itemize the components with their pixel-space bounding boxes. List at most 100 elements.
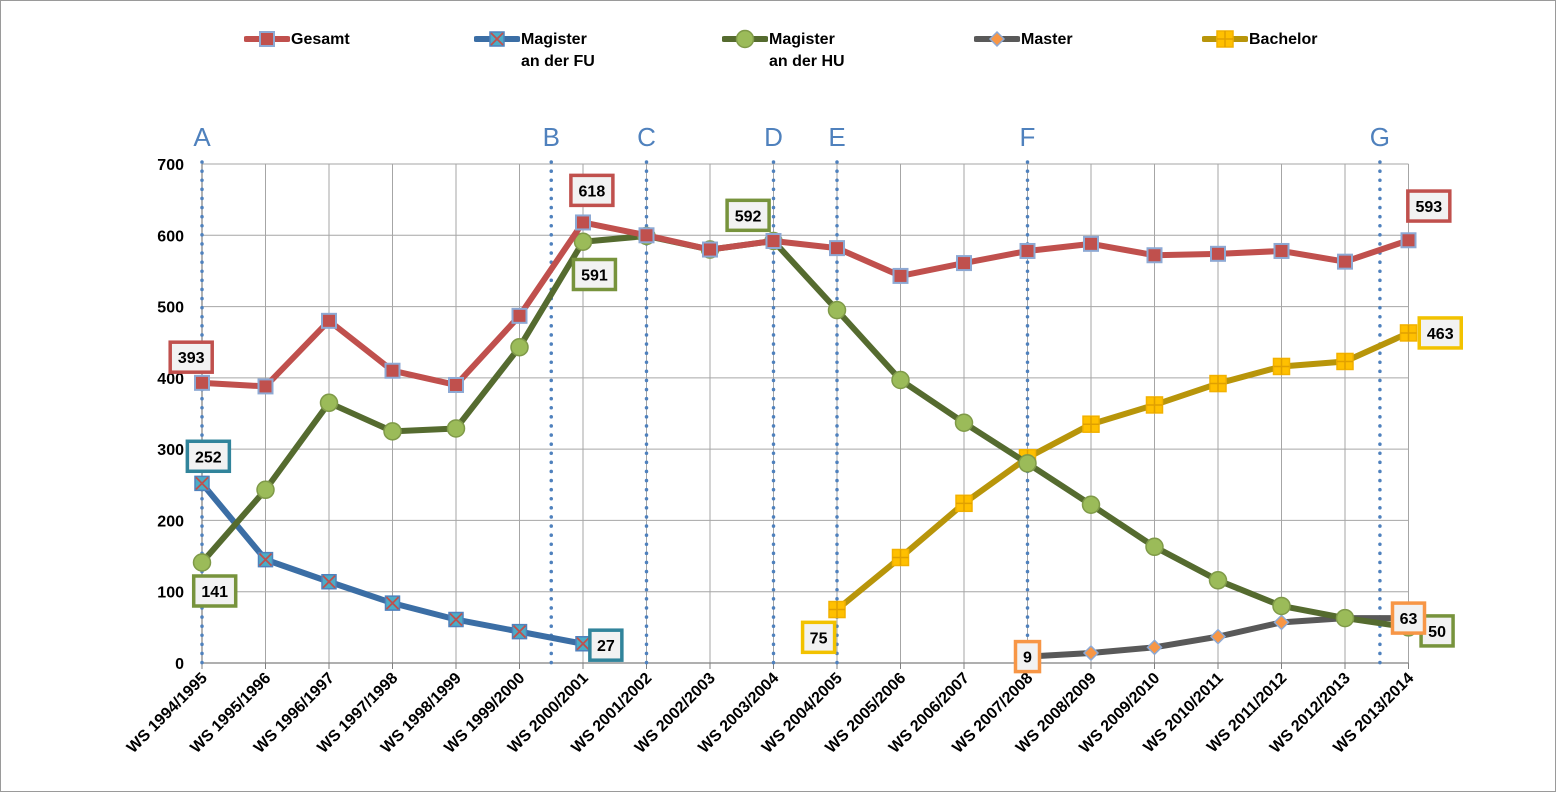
data-point-gesamt: [1019, 242, 1036, 259]
y-tick-label: 100: [157, 585, 184, 602]
data-point-gesamt: [1210, 245, 1226, 262]
svg-text:463: 463: [1427, 326, 1454, 343]
data-point-hu: [510, 337, 529, 357]
y-tick-label: 400: [157, 371, 184, 388]
legend-swatch-master: [974, 30, 1020, 48]
data-point-hu: [827, 300, 847, 320]
series-fu: [194, 475, 591, 652]
data-label-hu: 141: [191, 574, 238, 608]
data-point-gesamt: [1273, 242, 1290, 259]
svg-text:252: 252: [195, 449, 222, 466]
series-line-bachelor: [834, 329, 1412, 613]
data-point-bachelor: [1272, 357, 1291, 376]
legend-item-magister-hu: Magister an der HU: [722, 28, 902, 78]
data-point-hu: [1145, 537, 1164, 557]
y-tick-label: 700: [157, 157, 184, 174]
legend-swatch-bachelor: [1202, 30, 1248, 48]
data-point-bachelor: [1145, 396, 1164, 414]
data-point-gesamt: [1337, 253, 1353, 270]
data-point-bachelor: [1399, 324, 1418, 342]
series-line-hu: [199, 232, 1412, 631]
legend-marker-gesamt: [259, 31, 275, 47]
svg-text:618: 618: [579, 183, 606, 200]
series-hu: [192, 226, 1418, 637]
data-label-master: 63: [1390, 601, 1427, 635]
data-point-hu: [1081, 495, 1101, 514]
legend-marker-hu: [735, 29, 755, 49]
phase-label-a: A: [193, 122, 211, 152]
series-line-gesamt: [199, 219, 1412, 390]
data-label-bachelor: 75: [800, 620, 837, 655]
data-point-hu: [446, 419, 466, 438]
data-point-fu: [575, 636, 591, 652]
legend-swatch-gesamt: [244, 31, 290, 47]
legend-label-gesamt: Gesamt: [291, 31, 350, 48]
data-point-hu: [891, 370, 910, 390]
legend-swatch-magister-hu: [722, 29, 768, 49]
data-point-hu: [192, 553, 212, 572]
data-point-hu: [1335, 608, 1355, 628]
data-label-hu: 591: [571, 257, 618, 292]
y-tick-label: 600: [157, 228, 184, 245]
data-point-hu: [1018, 454, 1037, 473]
svg-text:63: 63: [1400, 611, 1418, 628]
data-point-master: [1146, 639, 1163, 656]
data-label-master: 9: [1013, 639, 1042, 674]
y-tick-label: 0: [175, 656, 184, 673]
data-point-master: [1082, 644, 1100, 662]
legend-label-magister-hu: Magister an der HU: [769, 31, 845, 70]
data-point-fu: [321, 573, 337, 590]
data-point-gesamt: [702, 241, 718, 258]
data-point-gesamt: [257, 378, 274, 395]
phase-label-g: G: [1370, 122, 1390, 152]
data-point-fu: [384, 595, 401, 611]
grid: [201, 163, 1409, 669]
legend-label-bachelor: Bachelor: [1249, 31, 1318, 48]
data-point-master: [1209, 628, 1227, 645]
svg-text:593: 593: [1415, 199, 1442, 216]
phase-label-f: F: [1020, 122, 1036, 152]
data-point-bachelor: [955, 494, 973, 513]
data-label-gesamt: 618: [569, 173, 615, 208]
data-point-gesamt: [575, 214, 591, 231]
data-point-gesamt: [194, 374, 210, 391]
data-point-gesamt: [384, 362, 401, 379]
data-point-bachelor: [1209, 374, 1227, 393]
data-point-gesamt: [321, 312, 337, 329]
data-point-hu: [383, 422, 402, 441]
data-labels: 393 618 593 252 27 592 591 141 50 9 63 75 463: [168, 173, 1463, 674]
data-point-bachelor: [1082, 415, 1100, 433]
data-label-hu: 592: [725, 198, 771, 233]
legend-item-gesamt: Gesamt: [244, 28, 404, 72]
data-point-bachelor: [828, 600, 846, 619]
data-point-gesamt: [511, 307, 528, 324]
data-point-gesamt: [1146, 247, 1163, 264]
legend-item-master: Master: [974, 28, 1134, 72]
data-label-fu: 252: [185, 439, 232, 474]
legend-marker-master: [988, 30, 1006, 48]
data-point-master: [1273, 614, 1290, 631]
data-point-fu: [257, 551, 274, 568]
phase-label-b: B: [543, 122, 560, 152]
phase-label-c: C: [637, 122, 656, 152]
data-point-hu: [954, 413, 974, 433]
legend-label-magister-fu: Magister an der FU: [521, 31, 595, 70]
data-point-hu: [319, 393, 339, 413]
svg-text:141: 141: [201, 584, 228, 601]
data-label-bachelor: 463: [1417, 316, 1463, 350]
data-point-gesamt: [892, 267, 909, 284]
data-point-fu: [448, 611, 464, 628]
y-tick-label: 500: [157, 300, 184, 317]
data-point-bachelor: [1336, 352, 1354, 371]
y-tick-label: 200: [157, 513, 184, 530]
svg-text:75: 75: [810, 630, 828, 647]
data-point-hu: [1272, 596, 1291, 616]
data-point-gesamt: [829, 240, 845, 257]
data-label-gesamt: 593: [1406, 189, 1452, 223]
data-point-gesamt: [448, 376, 464, 393]
data-point-fu: [511, 623, 528, 640]
data-label-fu: 27: [588, 628, 624, 662]
svg-text:592: 592: [735, 208, 762, 225]
